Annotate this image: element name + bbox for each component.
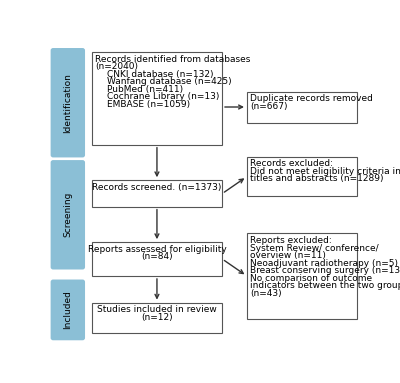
FancyBboxPatch shape [92,242,222,276]
FancyBboxPatch shape [92,180,222,207]
Text: Duplicate records removed: Duplicate records removed [250,95,373,103]
Text: Reports excluded:: Reports excluded: [250,236,332,245]
Text: Identification: Identification [63,73,72,133]
Text: Screening: Screening [63,192,72,237]
FancyBboxPatch shape [51,48,85,157]
FancyBboxPatch shape [51,280,85,340]
FancyBboxPatch shape [51,160,85,270]
Text: Records screened. (n=1373): Records screened. (n=1373) [92,183,222,192]
FancyBboxPatch shape [247,92,357,123]
Text: Neoadjuvant radiotherapy (n=5): Neoadjuvant radiotherapy (n=5) [250,259,398,268]
Text: (n=667): (n=667) [250,102,288,111]
Text: EMBASE (n=1059): EMBASE (n=1059) [107,100,190,109]
Text: System Review/ conference/: System Review/ conference/ [250,244,378,252]
Text: (n=84): (n=84) [141,252,173,261]
Text: Records identified from databases: Records identified from databases [95,55,250,64]
Text: Studies included in review: Studies included in review [97,305,217,314]
Text: No comparison of outcome: No comparison of outcome [250,273,372,283]
Text: indicators between the two groups: indicators between the two groups [250,281,400,290]
Text: Included: Included [63,290,72,329]
Text: (n=12): (n=12) [141,313,173,322]
Text: Records excluded:: Records excluded: [250,159,333,169]
Text: CNKI database (n=132): CNKI database (n=132) [107,70,214,79]
Text: Reports assessed for eligibility: Reports assessed for eligibility [88,245,226,254]
Text: Wanfang database (n=425): Wanfang database (n=425) [107,77,232,86]
Text: Breast conserving surgery (n=13): Breast conserving surgery (n=13) [250,266,400,275]
FancyBboxPatch shape [92,303,222,334]
Text: Did not meet eligibility criteria in: Did not meet eligibility criteria in [250,167,400,176]
Text: (n=2040): (n=2040) [95,62,138,71]
Text: (n=43): (n=43) [250,288,282,298]
FancyBboxPatch shape [247,233,357,319]
FancyBboxPatch shape [247,157,357,196]
Text: titles and abstracts (n=1289): titles and abstracts (n=1289) [250,174,384,183]
Text: overview (n=11): overview (n=11) [250,251,326,260]
Text: Cochrane Library (n=13): Cochrane Library (n=13) [107,92,220,101]
Text: PubMed (n=411): PubMed (n=411) [107,85,184,94]
FancyBboxPatch shape [92,52,222,145]
